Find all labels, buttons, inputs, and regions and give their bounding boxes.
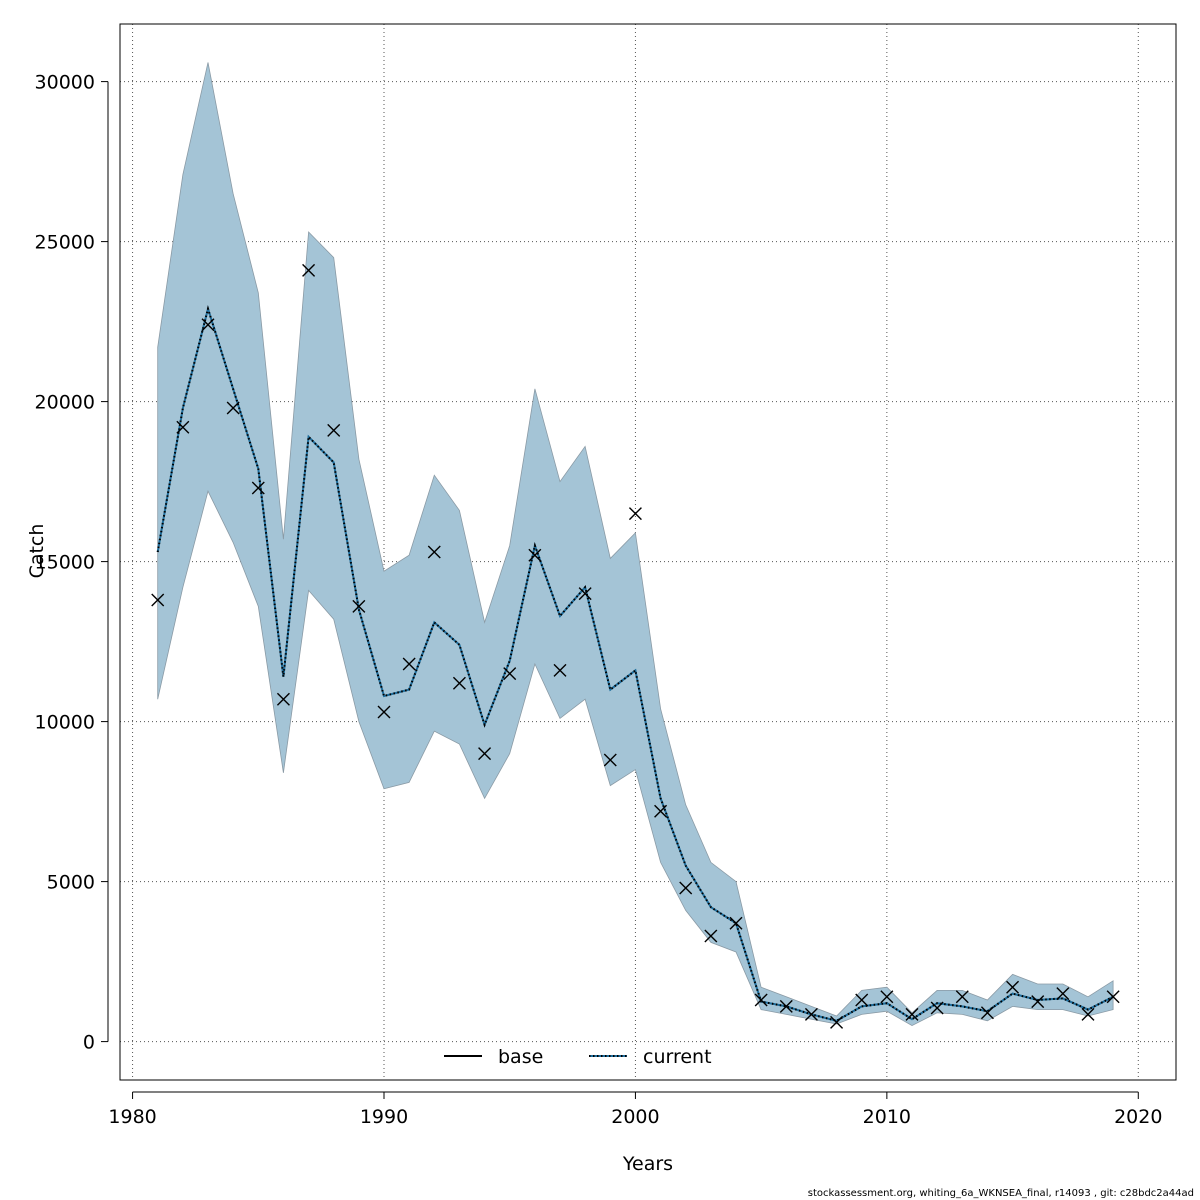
legend-base-label: base [498,1046,543,1068]
observed-point [452,676,466,690]
observed-point [201,318,215,332]
observed-point [503,667,517,681]
observed-point [754,993,768,1007]
series-lines [156,305,1114,1022]
observed-point [276,692,290,706]
observed-point [880,990,894,1004]
observed-point [478,747,492,761]
observed-point [352,599,366,613]
y-tick-label: 10000 [35,712,95,734]
y-tick-label: 0 [83,1032,95,1054]
observed-point [980,1006,994,1020]
legend-current-label: current [643,1046,712,1068]
observed-point [628,507,642,521]
observed-point [955,990,969,1004]
observed-point [1031,995,1045,1009]
observed-point [855,993,869,1007]
x-tick-label: 2020 [1114,1106,1162,1128]
observed-point [603,753,617,767]
x-tick-label: 1980 [108,1106,156,1128]
y-tick-label: 5000 [47,872,95,894]
y-axis: 0 5000 10000 15000 20000 25000 30000 [35,72,109,1054]
observed-point [151,593,165,607]
observed-point [578,587,592,601]
observed-point [905,1007,919,1021]
observed-markers [151,263,1120,1029]
observed-point [327,423,341,437]
observed-point [830,1015,844,1029]
observed-point [528,548,542,562]
y-tick-label: 25000 [35,232,95,254]
observed-point [729,916,743,930]
series-current-underlay [156,305,1114,1022]
confidence-band [157,62,1114,1027]
observed-point [176,420,190,434]
observed-point [377,705,391,719]
y-axis-title: Catch [26,524,48,579]
y-tick-label: 15000 [35,552,95,574]
observed-point [427,545,441,559]
observed-point [779,999,793,1013]
footer-caption: stockassessment.org, whiting_6a_WKNSEA_f… [807,1188,1194,1199]
x-tick-label: 2000 [611,1106,659,1128]
observed-point [553,663,567,677]
observed-point [251,481,265,495]
observed-point [704,929,718,943]
plot-frame [119,23,1177,1081]
legend: base current [444,1046,712,1068]
observed-point [804,1007,818,1021]
x-axis: 1980 1990 2000 2010 2020 [108,1091,1162,1128]
y-tick-label: 20000 [35,392,95,414]
x-tick-label: 2010 [863,1106,911,1128]
x-tick-label: 1990 [360,1106,408,1128]
observed-point [930,1001,944,1015]
observed-point [654,804,668,818]
observed-point [402,657,416,671]
observed-point [679,881,693,895]
y-tick-label: 30000 [35,72,95,94]
observed-point [1081,1007,1095,1021]
x-axis-title: Years [622,1153,673,1175]
grid-lines [120,24,1176,1080]
observed-point [302,263,316,277]
observed-point [1056,987,1070,1001]
observed-point [226,401,240,415]
observed-point [1006,980,1020,994]
observed-point [1106,990,1120,1004]
